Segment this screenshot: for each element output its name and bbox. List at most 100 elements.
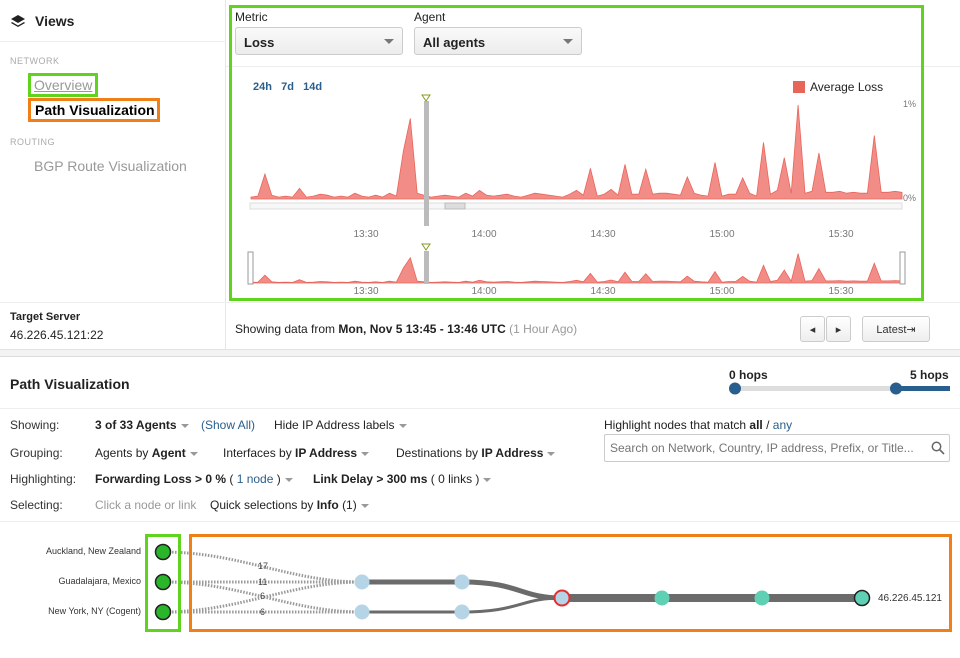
agent-label-auckland: Auckland, New Zealand [45,546,141,556]
latest-button[interactable]: Latest⇥ [862,316,930,342]
forwarding-loss-count: 1 node [236,472,274,486]
search-icon[interactable] [931,441,945,455]
group-if-value: IP Address [295,446,358,460]
y-axis-top-label: 1% [903,99,917,109]
mini-x-axis-tick-label: 14:00 [471,286,497,297]
target-server-label: Target Server [10,311,81,323]
metric-panel: Metric Loss Agent All agents 24h 7d 14d … [226,0,960,349]
x-axis-tick-label: 15:00 [709,229,735,240]
link-delay-dropdown[interactable]: Link Delay > 300 ms ( 0 links ) [313,472,492,486]
mini-cursor-marker-icon [421,243,431,251]
node-search-input[interactable] [610,436,928,460]
hop-node[interactable] [454,604,470,620]
mini-x-axis-tick-label: 15:30 [828,286,854,297]
group-interfaces-dropdown[interactable]: Interfaces by IP Address [223,446,370,460]
highlight-any-option[interactable]: any [772,418,793,432]
time-range-text: Showing data from Mon, Nov 5 13:45 - 13:… [235,322,577,336]
loss-hop-node[interactable] [553,589,571,607]
caret-right-icon: ▸ [835,324,842,336]
agents-highlight-box [145,534,181,632]
hop-node[interactable] [654,590,670,606]
x-axis-tick-label: 15:30 [828,229,854,240]
highlight-match-text: Highlight nodes that match all / any [604,418,792,432]
routing-section-label: ROUTING [10,137,55,147]
chevron-down-icon [563,39,573,44]
mini-x-axis-tick-label: 15:00 [709,286,735,297]
showing-dropdown[interactable]: 3 of 33 Agents [95,418,189,432]
scroll-track[interactable] [249,202,903,210]
hops-max-handle[interactable] [890,382,902,395]
chevron-down-icon [483,477,492,482]
highlight-match-prefix: Highlight nodes that match [604,418,750,432]
chevron-down-icon [284,477,293,482]
caret-left-icon: ◂ [809,324,816,336]
path-vis-highlight-box [28,98,160,122]
chevron-down-icon [547,451,556,456]
views-title: Views [35,13,75,29]
highlighting-label: Highlighting: [10,472,77,486]
time-cursor[interactable] [424,101,429,226]
hide-ip-dropdown[interactable]: Hide IP Address labels [274,418,407,432]
hops-slider[interactable] [725,380,955,396]
agent-node-auckland[interactable] [154,543,172,561]
quick-selections-dropdown[interactable]: Quick selections by Info (1) [210,498,369,512]
metric-select-value: Loss [244,35,275,50]
agent-node-new-york[interactable] [154,603,172,621]
loss-chart[interactable] [226,0,960,300]
target-server-value: 46.226.45.121:22 [10,328,104,342]
scroll-thumb[interactable] [444,202,466,210]
next-button[interactable]: ▸ [826,316,851,342]
brush-left-handle[interactable] [247,251,254,285]
range-24h[interactable]: 24h [253,81,272,93]
agent-select[interactable]: All agents [414,27,582,55]
divider [226,302,960,303]
highlight-all-option[interactable]: all [749,418,763,432]
highlight-sep: / [762,418,773,432]
prev-button[interactable]: ◂ [800,316,825,342]
path-vis-title: Path Visualization [10,376,130,392]
mini-time-cursor[interactable] [424,251,429,284]
sidebar-item-overview[interactable]: Overview [34,77,93,93]
layers-icon [11,15,25,27]
sidebar-item-path-visualization[interactable]: Path Visualization [35,102,155,118]
sidebar-item-bgp-route-visualization[interactable]: BGP Route Visualization [34,158,187,174]
network-section-label: NETWORK [10,56,60,66]
brush-right-handle[interactable] [899,251,906,285]
views-sidebar: Views NETWORK Overview Path Visualizatio… [0,0,226,349]
divider [226,66,960,67]
hop-node[interactable] [754,590,770,606]
divider [0,408,960,409]
node-search-field[interactable] [604,434,950,462]
group-dest-value: IP Address [481,446,544,460]
chevron-down-icon [361,451,370,456]
showing-label: Showing: [10,418,60,432]
destination-label: 46.226.45.121 [878,593,942,604]
hops-min-handle[interactable] [729,382,741,395]
range-7d[interactable]: 7d [281,81,294,93]
group-agents-dropdown[interactable]: Agents by Agent [95,446,198,460]
forwarding-loss-dropdown[interactable]: Forwarding Loss > 0 % ( 1 node ) [95,472,293,486]
views-header: Views [0,0,226,42]
group-if-prefix: Interfaces by [223,446,296,460]
hop-node[interactable] [454,574,470,590]
group-destinations-dropdown[interactable]: Destinations by IP Address [396,446,556,460]
agent-node-guadalajara[interactable] [154,573,172,591]
show-all-link[interactable]: (Show All) [201,418,256,432]
x-axis-tick-label: 13:30 [353,229,379,240]
chart-highlight-box [229,5,924,301]
destination-node[interactable] [853,589,871,607]
overview-highlight-box [28,73,98,97]
quick-value: Info [316,498,339,512]
hop-node[interactable] [354,604,370,620]
metric-select[interactable]: Loss [235,27,403,55]
hop-node[interactable] [354,574,370,590]
chevron-down-icon [398,423,407,428]
x-axis-tick-label: 14:30 [590,229,616,240]
hops-min-label: 0 hops [729,368,768,382]
loss-series-area [250,104,903,200]
range-14d[interactable]: 14d [303,81,323,93]
x-axis-tick-label: 14:00 [471,229,497,240]
range-links: 24h 7d 14d [253,81,322,93]
chevron-down-icon [189,451,198,456]
hops-max-label: 5 hops [910,368,949,382]
